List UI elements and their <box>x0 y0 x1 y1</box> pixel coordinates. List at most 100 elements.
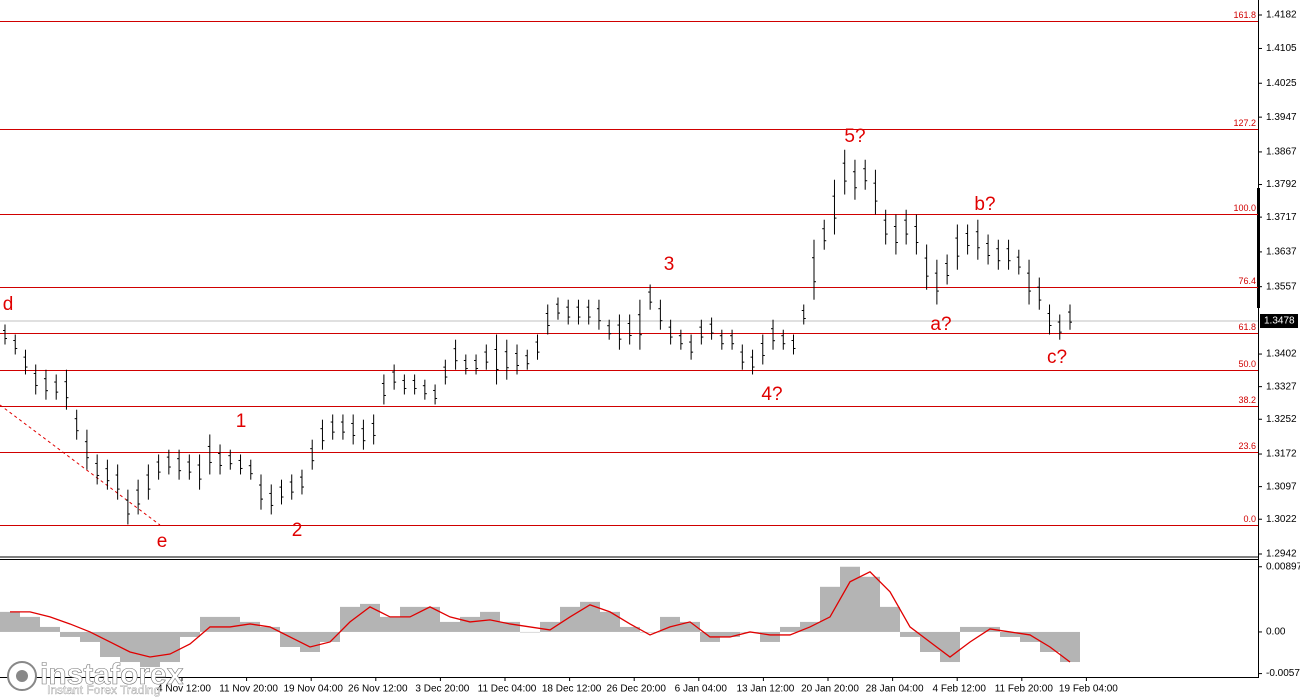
macd-histogram-bar <box>480 611 500 632</box>
macd-histogram-bar <box>460 616 480 632</box>
macd-histogram-bar <box>620 626 640 632</box>
macd-histogram-bar <box>420 606 440 632</box>
x-tick-label: 26 Nov 12:00 <box>348 684 408 695</box>
macd-histogram-bar <box>140 631 160 668</box>
macd-histogram-bar <box>80 631 100 642</box>
wave-label: d <box>3 294 14 315</box>
macd-histogram-bar <box>720 631 740 637</box>
current-price-label: 1.3478 <box>1264 316 1295 327</box>
macd-histogram-bar <box>500 621 520 632</box>
y-tick-label: 1.4105 <box>1266 43 1297 54</box>
logo-icon <box>16 670 28 682</box>
x-tick-label: 6 Jan 04:00 <box>675 684 728 695</box>
y-tick-label: -0.00573 <box>1266 668 1300 679</box>
y-tick-label: 1.3947 <box>1266 112 1297 123</box>
macd-histogram-bar <box>940 631 960 663</box>
macd-histogram-bar <box>640 631 660 633</box>
y-tick-label: 0.00 <box>1266 627 1286 638</box>
y-tick-label: 1.3717 <box>1266 212 1297 223</box>
macd-histogram-bar <box>60 631 80 637</box>
macd-histogram-bar <box>320 631 340 642</box>
macd-histogram-bar <box>280 631 300 647</box>
macd-histogram-bar <box>600 611 620 632</box>
macd-histogram-bar <box>1000 631 1020 637</box>
wave-label: b? <box>974 194 995 215</box>
macd-histogram-bar <box>580 601 600 632</box>
macd-histogram-bar <box>180 631 200 637</box>
wave-label: a? <box>930 314 951 335</box>
macd-histogram-bar <box>200 616 220 632</box>
x-tick-label: 19 Nov 04:00 <box>283 684 343 695</box>
macd-histogram-bar <box>240 621 260 632</box>
y-tick-label: 1.3097 <box>1266 481 1297 492</box>
y-tick-label: 1.3557 <box>1266 281 1297 292</box>
fib-label: 23.6 <box>1238 441 1256 451</box>
macd-histogram-bar <box>300 631 320 653</box>
logo-tagline: Instant Forex Trading <box>47 683 160 697</box>
macd-histogram-bar <box>820 586 840 632</box>
y-tick-label: 1.3867 <box>1266 147 1297 158</box>
wave-label: 2 <box>292 520 303 541</box>
y-tick-label: 1.2942 <box>1266 549 1297 560</box>
macd-histogram-bar <box>340 606 360 632</box>
macd-histogram-bar <box>960 626 980 632</box>
y-tick-label: 1.3022 <box>1266 514 1297 525</box>
macd-histogram-bar <box>220 616 240 632</box>
macd-histogram-bar <box>0 611 20 632</box>
wave-label: c? <box>1047 347 1067 368</box>
x-tick-label: 11 Nov 20:00 <box>219 684 278 695</box>
macd-histogram-bar <box>1020 631 1040 642</box>
x-tick-label: 20 Jan 20:00 <box>801 684 859 695</box>
y-tick-label: 1.4182 <box>1266 10 1297 21</box>
x-tick-label: 18 Dec 12:00 <box>542 684 602 695</box>
macd-histogram-bar <box>260 626 280 632</box>
macd-histogram-bar <box>360 603 380 632</box>
macd-histogram-bar <box>1040 631 1060 653</box>
wave-label: 5? <box>844 126 865 147</box>
fib-label: 100.0 <box>1233 203 1256 213</box>
y-tick-label: 1.3402 <box>1266 349 1297 360</box>
macd-histogram-bar <box>680 621 700 632</box>
macd-histogram-bar <box>860 576 880 632</box>
fib-label: 76.4 <box>1238 276 1256 286</box>
wave-label: 3 <box>664 254 675 275</box>
wave-label: 1 <box>236 411 247 432</box>
macd-histogram-bar <box>540 621 560 632</box>
macd-histogram-bar <box>880 606 900 632</box>
macd-histogram-bar <box>40 626 60 632</box>
macd-histogram-bar <box>440 621 460 632</box>
y-tick-label: 1.3327 <box>1266 381 1297 392</box>
y-tick-label: 1.3792 <box>1266 179 1297 190</box>
x-tick-label: 28 Jan 04:00 <box>866 684 924 695</box>
y-tick-label: 1.3172 <box>1266 449 1297 460</box>
x-tick-label: 26 Dec 20:00 <box>606 684 666 695</box>
y-tick-label: 1.3252 <box>1266 414 1297 425</box>
x-tick-label: 19 Feb 04:00 <box>1059 684 1118 695</box>
x-tick-label: 11 Dec 04:00 <box>478 684 537 695</box>
fib-label: 38.2 <box>1238 395 1256 405</box>
fib-label: 161.8 <box>1233 10 1256 20</box>
macd-histogram-bar <box>120 631 140 663</box>
x-tick-label: 4 Feb 12:00 <box>933 684 987 695</box>
macd-histogram-bar <box>100 631 120 658</box>
macd-histogram-bar <box>780 626 800 632</box>
x-tick-label: 3 Dec 20:00 <box>415 684 469 695</box>
macd-histogram-bar <box>1060 631 1080 663</box>
wave-label: 4? <box>761 384 782 405</box>
macd-histogram-bar <box>520 631 540 633</box>
y-tick-label: 1.4025 <box>1266 78 1297 89</box>
y-tick-label: 1.3637 <box>1266 247 1297 258</box>
macd-histogram-bar <box>660 616 680 632</box>
x-tick-label: 13 Jan 12:00 <box>736 684 794 695</box>
macd-histogram-bar <box>760 631 780 642</box>
wave-label: e <box>157 531 168 552</box>
macd-histogram-bar <box>400 606 420 632</box>
x-tick-label: 11 Feb 20:00 <box>995 684 1054 695</box>
fib-label: 50.0 <box>1238 359 1256 369</box>
current-price-box <box>1260 314 1298 329</box>
macd-signal-line <box>10 570 1071 663</box>
macd-histogram-bar <box>380 616 400 632</box>
macd-histogram-bar <box>560 606 580 632</box>
